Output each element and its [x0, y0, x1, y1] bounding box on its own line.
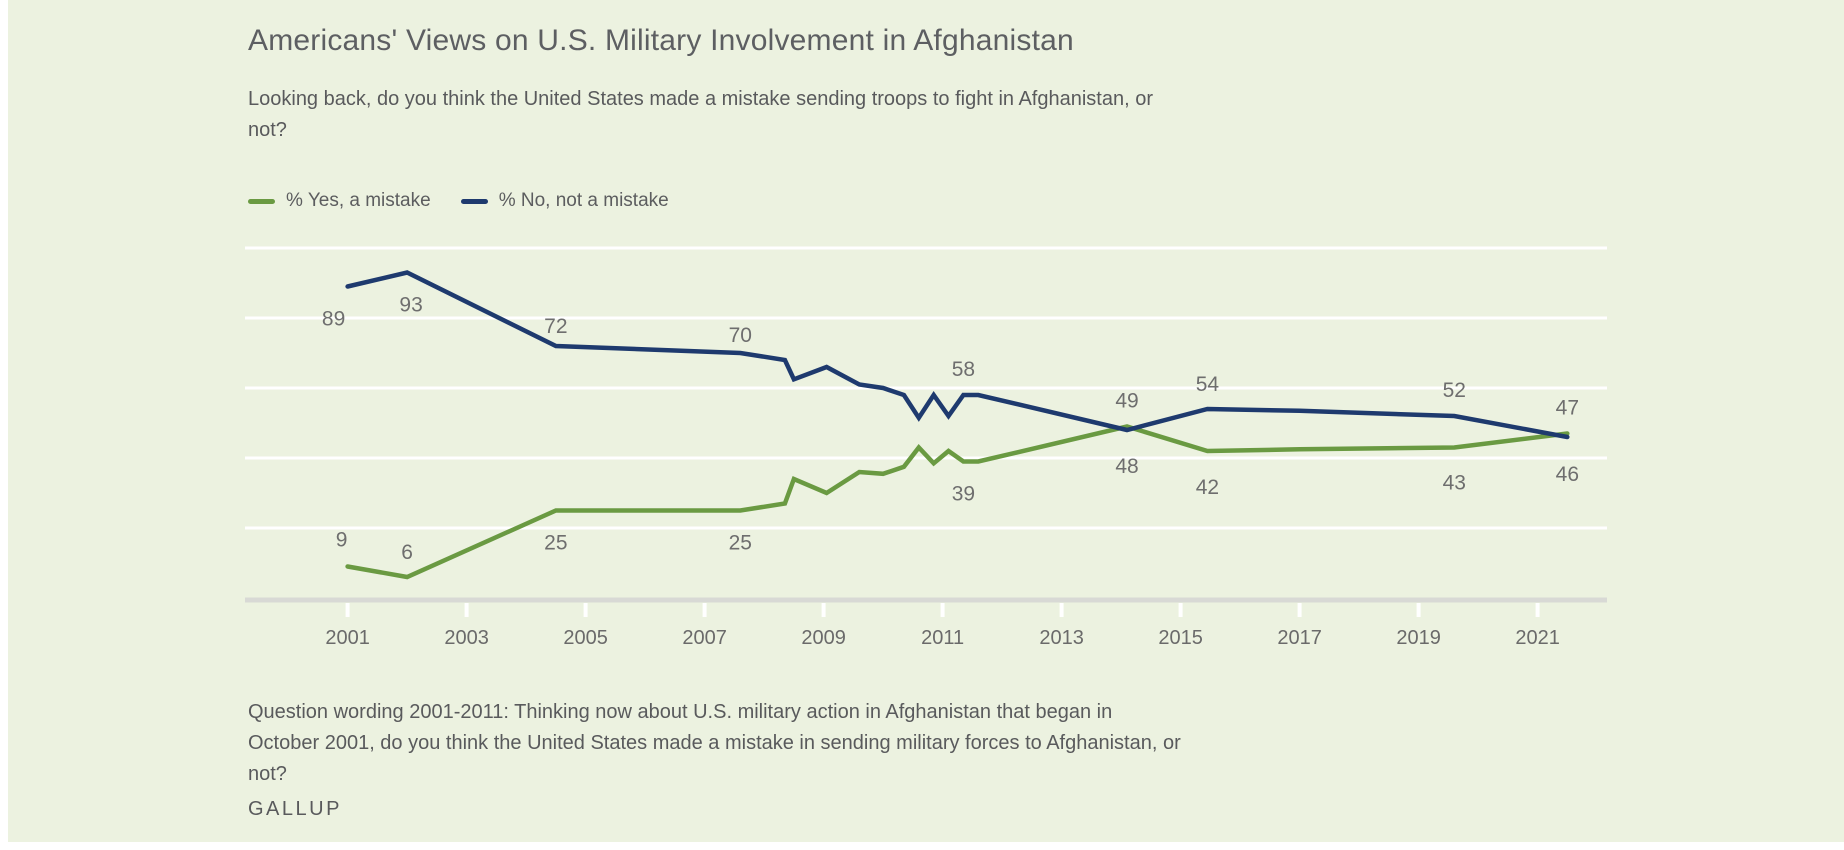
x-tick-label-2019: 2019	[1396, 627, 1441, 649]
point-label-9: 9	[336, 529, 348, 552]
legend-item-yes: % Yes, a mistake	[248, 190, 431, 212]
point-label-48: 48	[1115, 455, 1138, 478]
x-tick-label-2007: 2007	[682, 627, 727, 649]
question-wording-line1: Question wording 2001-2011: Thinking now…	[248, 701, 1113, 723]
legend-label-no: % No, not a mistake	[498, 190, 669, 211]
x-tick-label-2011: 2011	[921, 627, 964, 649]
chart-panel-background	[8, 0, 1844, 842]
x-tick-label-2021: 2021	[1515, 627, 1560, 649]
point-label-93: 93	[399, 294, 422, 317]
legend-label-yes: % Yes, a mistake	[286, 190, 431, 211]
gallup-logo: GALLUP	[248, 798, 342, 820]
x-tick-label-2003: 2003	[444, 627, 489, 649]
point-label-6: 6	[401, 541, 413, 564]
x-tick-label-2001: 2001	[325, 627, 370, 649]
point-label-39: 39	[952, 483, 975, 506]
point-label-42: 42	[1196, 476, 1219, 499]
point-label-43: 43	[1443, 472, 1466, 495]
x-tick-label-2013: 2013	[1039, 627, 1084, 649]
point-label-25: 25	[729, 532, 752, 555]
point-label-49: 49	[1115, 390, 1138, 413]
legend-item-no: % No, not a mistake	[460, 190, 669, 212]
question-wording-line3: not?	[248, 763, 287, 785]
legend-line-swatch-no-icon	[460, 198, 488, 204]
chart-subtitle-line1: Looking back, do you think the United St…	[248, 88, 1153, 110]
x-tick-label-2005: 2005	[563, 627, 608, 649]
point-label-70: 70	[729, 324, 752, 347]
page-title: Americans' Views on U.S. Military Involv…	[248, 24, 1074, 57]
chart-legend: % Yes, a mistake % No, not a mistake	[248, 190, 699, 212]
chart-subtitle: Looking back, do you think the United St…	[248, 84, 1153, 146]
point-label-72: 72	[544, 315, 567, 338]
point-label-47: 47	[1556, 397, 1579, 420]
point-label-89: 89	[322, 308, 345, 331]
point-label-25: 25	[544, 532, 567, 555]
question-wording-line2: October 2001, do you think the United St…	[248, 732, 1181, 754]
series-line-yes-mistake	[345, 424, 1570, 580]
x-tick-label-2015: 2015	[1158, 627, 1203, 649]
point-label-52: 52	[1443, 379, 1466, 402]
x-tick-label-2009: 2009	[801, 627, 846, 649]
point-label-46: 46	[1556, 463, 1579, 486]
series-line-no-mistake	[345, 270, 1570, 440]
legend-line-swatch-yes-icon	[248, 198, 275, 204]
point-label-54: 54	[1196, 373, 1220, 396]
x-tick-label-2017: 2017	[1277, 627, 1322, 649]
chart-subtitle-line2: not?	[248, 119, 287, 141]
point-label-58: 58	[952, 358, 975, 381]
question-wording-note: Question wording 2001-2011: Thinking now…	[248, 697, 1181, 790]
